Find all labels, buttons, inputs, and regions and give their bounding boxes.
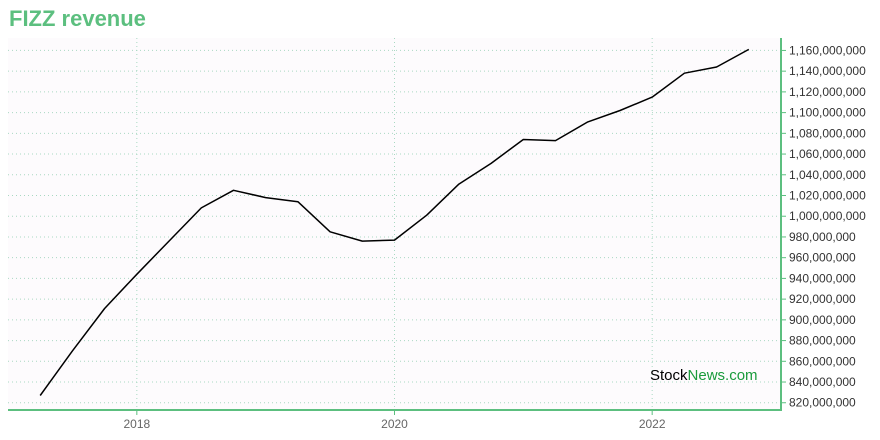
y-tick-label: 1,020,000,000 xyxy=(789,189,866,203)
y-tick-label: 940,000,000 xyxy=(789,271,856,285)
watermark-part3: .com xyxy=(725,367,758,384)
watermark: StockNews.com xyxy=(650,367,758,384)
x-tick-label: 2018 xyxy=(123,417,150,431)
y-tick-label: 820,000,000 xyxy=(789,396,856,410)
y-tick-label: 980,000,000 xyxy=(789,230,856,244)
y-tick-label: 900,000,000 xyxy=(789,313,856,327)
y-tick-label: 1,080,000,000 xyxy=(789,126,866,140)
plot-background xyxy=(8,38,781,410)
y-tick-labels: 820,000,000 840,000,000 860,000,000 880,000… xyxy=(789,43,866,409)
y-tick-label: 960,000,000 xyxy=(789,251,856,265)
axes xyxy=(8,38,786,415)
y-tick-label: 1,000,000,000 xyxy=(789,209,866,223)
x-tick-labels: 2018 2020 2022 xyxy=(123,417,665,431)
y-tick-label: 920,000,000 xyxy=(789,292,856,306)
y-tick-label: 1,160,000,000 xyxy=(789,43,866,57)
chart-title: FIZZ revenue xyxy=(9,6,146,31)
x-tick-label: 2020 xyxy=(381,417,408,431)
watermark-part1: Stock xyxy=(650,367,688,384)
y-tick-label: 880,000,000 xyxy=(789,334,856,348)
series-group xyxy=(39,48,750,396)
y-tick-label: 1,040,000,000 xyxy=(789,168,866,182)
series-line xyxy=(39,48,750,396)
y-tick-label: 1,100,000,000 xyxy=(789,106,866,120)
y-tick-label: 840,000,000 xyxy=(789,375,856,389)
y-tick-label: 860,000,000 xyxy=(789,354,856,368)
x-tick-label: 2022 xyxy=(639,417,666,431)
y-tick-label: 1,060,000,000 xyxy=(789,147,866,161)
grid-lines xyxy=(8,38,781,410)
y-tick-label: 1,140,000,000 xyxy=(789,64,866,78)
y-tick-label: 1,120,000,000 xyxy=(789,85,866,99)
watermark-part2: News xyxy=(688,367,726,384)
